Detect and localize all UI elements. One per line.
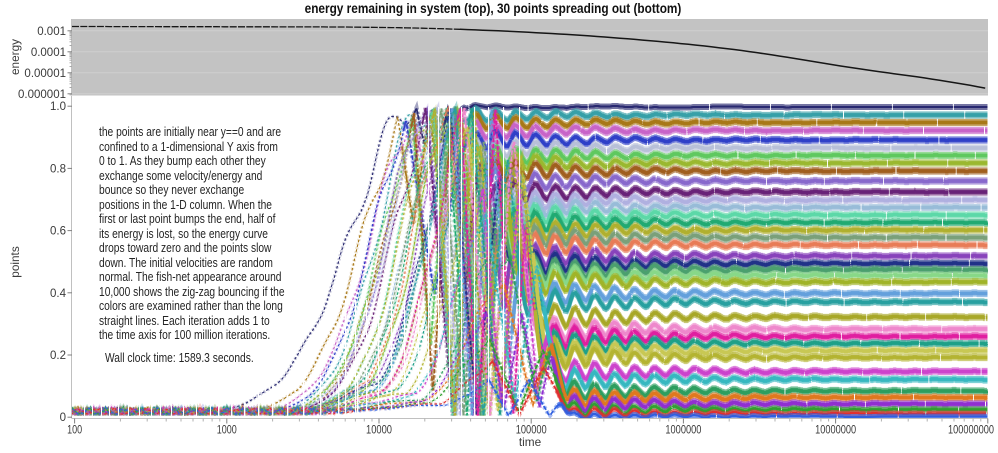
svg-text:0.2: 0.2 <box>50 350 66 362</box>
svg-text:1000: 1000 <box>217 425 237 437</box>
svg-text:100000: 100000 <box>516 425 547 437</box>
svg-text:0.6: 0.6 <box>50 226 66 238</box>
svg-text:100000000: 100000000 <box>948 425 994 437</box>
svg-text:1000000: 1000000 <box>665 425 701 437</box>
svg-text:0.00001: 0.00001 <box>24 68 66 80</box>
svg-text:0.001: 0.001 <box>37 26 66 38</box>
svg-text:0.8: 0.8 <box>50 163 66 175</box>
svg-text:0.000001: 0.000001 <box>18 89 66 101</box>
svg-text:0.4: 0.4 <box>50 288 67 300</box>
svg-text:100: 100 <box>67 425 82 437</box>
svg-text:0.0001: 0.0001 <box>31 47 66 59</box>
svg-text:0: 0 <box>60 412 66 424</box>
svg-text:1.0: 1.0 <box>50 101 66 113</box>
svg-text:10000000: 10000000 <box>815 425 856 437</box>
svg-text:10000: 10000 <box>366 425 392 437</box>
